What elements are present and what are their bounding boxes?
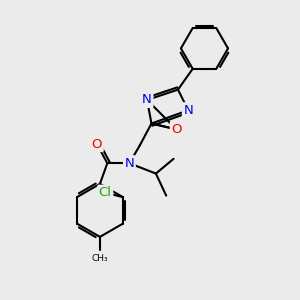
- Text: O: O: [171, 123, 182, 136]
- Text: O: O: [92, 138, 102, 151]
- Text: CH₃: CH₃: [92, 254, 108, 262]
- Text: N: N: [183, 104, 193, 117]
- Text: N: N: [124, 157, 134, 170]
- Text: N: N: [142, 93, 152, 106]
- Text: Cl: Cl: [99, 186, 112, 199]
